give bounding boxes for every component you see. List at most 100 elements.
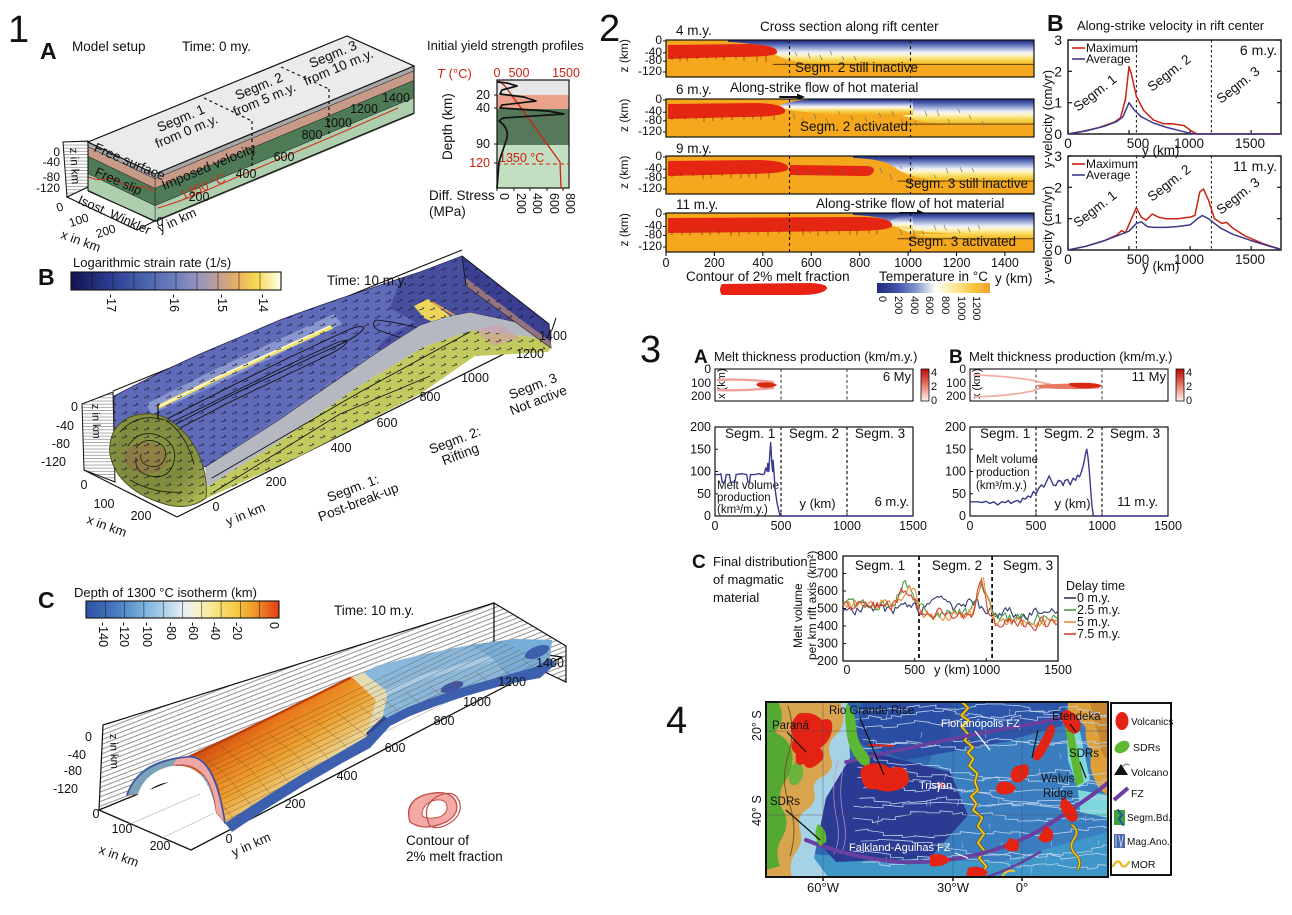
svg-text:SDRs: SDRs xyxy=(770,796,800,808)
svg-text:150: 150 xyxy=(945,442,966,456)
svg-text:-14: -14 xyxy=(256,294,270,312)
svg-text:400: 400 xyxy=(817,619,838,633)
svg-text:Average: Average xyxy=(1086,52,1131,66)
svg-text:z (km): z (km) xyxy=(617,39,631,72)
svg-text:y-velocity (cm/yr): y-velocity (cm/yr) xyxy=(1040,186,1055,284)
svg-text:x (km): x (km) xyxy=(971,368,983,399)
svg-text:1200: 1200 xyxy=(516,347,544,361)
svg-text:production: production xyxy=(976,467,1030,479)
svg-text:7.5 m.y.: 7.5 m.y. xyxy=(1077,627,1121,641)
svg-text:B: B xyxy=(38,264,55,290)
svg-text:Melt thickness production (km/: Melt thickness production (km/m.y.) xyxy=(714,349,917,364)
svg-text:2: 2 xyxy=(1054,179,1062,195)
svg-text:-40: -40 xyxy=(208,622,222,640)
svg-text:-60: -60 xyxy=(186,622,200,640)
svg-text:200: 200 xyxy=(690,420,711,434)
svg-text:2: 2 xyxy=(931,381,937,393)
svg-text:800: 800 xyxy=(939,296,951,314)
svg-text:1000: 1000 xyxy=(833,519,861,533)
svg-text:T (°C): T (°C) xyxy=(437,66,472,81)
svg-text:-120: -120 xyxy=(638,124,662,138)
svg-text:1500: 1500 xyxy=(899,519,927,533)
svg-text:-80: -80 xyxy=(164,622,178,640)
svg-text:Segm. 2: Segm. 2 xyxy=(1044,426,1094,441)
svg-text:1500: 1500 xyxy=(1044,663,1072,677)
svg-text:-80: -80 xyxy=(52,437,70,451)
svg-text:400: 400 xyxy=(530,193,544,214)
svg-text:Segm.Bd.: Segm.Bd. xyxy=(1127,813,1171,824)
svg-text:1350 °C: 1350 °C xyxy=(499,151,544,165)
svg-text:Contour of 2% melt fraction: Contour of 2% melt fraction xyxy=(686,269,850,284)
svg-text:1500: 1500 xyxy=(1235,136,1265,151)
svg-text:700: 700 xyxy=(817,567,838,581)
svg-text:-120: -120 xyxy=(638,239,662,253)
svg-text:MOR: MOR xyxy=(1131,859,1156,871)
svg-text:4: 4 xyxy=(1186,367,1192,379)
svg-text:100: 100 xyxy=(691,376,711,390)
svg-text:0: 0 xyxy=(1054,242,1062,258)
svg-text:3: 3 xyxy=(640,329,661,371)
svg-text:-15: -15 xyxy=(215,294,229,312)
svg-text:0: 0 xyxy=(967,519,974,533)
svg-text:200: 200 xyxy=(266,475,287,489)
svg-text:Cross section along rift cente: Cross section along rift center xyxy=(760,19,939,34)
svg-text:200: 200 xyxy=(131,509,152,523)
svg-text:1400: 1400 xyxy=(382,91,410,105)
svg-text:Ridge: Ridge xyxy=(1043,788,1073,800)
svg-text:100: 100 xyxy=(112,822,133,836)
svg-text:-40: -40 xyxy=(43,155,61,169)
svg-text:200: 200 xyxy=(817,654,838,668)
svg-text:1000: 1000 xyxy=(324,116,352,130)
svg-text:800: 800 xyxy=(434,714,455,728)
svg-text:100: 100 xyxy=(946,376,966,390)
svg-text:Time: 10 m.y.: Time: 10 m.y. xyxy=(334,603,414,618)
svg-text:-120: -120 xyxy=(638,181,662,195)
svg-text:y (km): y (km) xyxy=(1054,496,1090,511)
svg-text:11 My: 11 My xyxy=(1132,369,1167,384)
svg-text:200: 200 xyxy=(285,797,306,811)
svg-text:400: 400 xyxy=(337,769,358,783)
svg-text:Temperature in °C: Temperature in °C xyxy=(879,269,988,284)
svg-text:Segm. 3: Segm. 3 xyxy=(1003,558,1053,573)
svg-text:-20: -20 xyxy=(230,622,244,640)
svg-text:11 m.y.: 11 m.y. xyxy=(676,197,718,212)
svg-text:z in km: z in km xyxy=(107,734,120,769)
svg-text:-40: -40 xyxy=(56,419,74,433)
svg-text:200: 200 xyxy=(514,193,528,214)
svg-text:100: 100 xyxy=(94,497,115,511)
svg-text:600: 600 xyxy=(801,256,822,270)
svg-text:200: 200 xyxy=(691,389,711,403)
svg-text:y (km): y (km) xyxy=(995,271,1033,286)
svg-text:0: 0 xyxy=(1064,136,1072,151)
svg-text:Melt thickness production (km/: Melt thickness production (km/m.y.) xyxy=(969,349,1172,364)
svg-text:1: 1 xyxy=(1054,211,1062,227)
svg-text:600: 600 xyxy=(817,584,838,598)
svg-text:1500: 1500 xyxy=(552,66,580,80)
svg-text:0: 0 xyxy=(226,832,233,846)
svg-text:60°W: 60°W xyxy=(807,880,840,895)
svg-text:y (km): y (km) xyxy=(799,496,835,511)
svg-text:Falkland-Agulhas FZ: Falkland-Agulhas FZ xyxy=(849,842,951,854)
svg-text:Volcanics: Volcanics xyxy=(1131,717,1173,728)
svg-text:y-velocity (cm/yr): y-velocity (cm/yr) xyxy=(1040,70,1055,168)
svg-text:4: 4 xyxy=(931,367,937,379)
svg-text:-120: -120 xyxy=(117,622,131,647)
svg-text:Along-strike velocity in rift: Along-strike velocity in rift center xyxy=(1077,18,1265,33)
svg-text:Average: Average xyxy=(1086,168,1131,182)
svg-text:200: 200 xyxy=(892,296,904,314)
svg-text:-120: -120 xyxy=(41,455,66,469)
svg-text:0: 0 xyxy=(663,256,670,270)
svg-text:Etendeka: Etendeka xyxy=(1052,711,1101,723)
svg-text:-40: -40 xyxy=(68,748,86,762)
svg-text:Walvis: Walvis xyxy=(1041,773,1075,785)
svg-text:2% melt fraction: 2% melt fraction xyxy=(406,849,503,864)
svg-text:Segm. 2 activated: Segm. 2 activated xyxy=(800,119,908,134)
svg-text:Final distribution: Final distribution xyxy=(713,554,808,569)
svg-text:200: 200 xyxy=(946,389,966,403)
svg-text:(km³/m.y.): (km³/m.y.) xyxy=(976,480,1027,492)
svg-text:Mag.Ano.: Mag.Ano. xyxy=(1127,837,1170,848)
svg-text:600: 600 xyxy=(377,416,398,430)
svg-text:100: 100 xyxy=(690,465,711,479)
svg-text:Segm. 3 still inactive: Segm. 3 still inactive xyxy=(905,176,1028,191)
svg-text:-17: -17 xyxy=(104,294,118,312)
